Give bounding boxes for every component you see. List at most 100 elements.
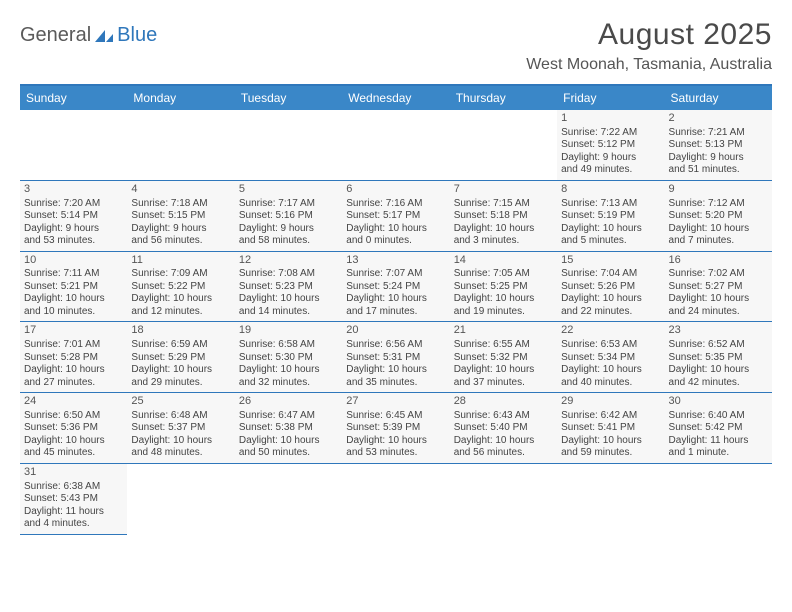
day-cell: 23Sunrise: 6:52 AMSunset: 5:35 PMDayligh… xyxy=(665,322,772,392)
day-detail: and 14 minutes. xyxy=(239,306,338,319)
day-detail: and 37 minutes. xyxy=(454,377,553,390)
day-detail: Sunrise: 7:08 AM xyxy=(239,268,338,281)
day-detail: and 58 minutes. xyxy=(239,235,338,248)
day-cell: 9Sunrise: 7:12 AMSunset: 5:20 PMDaylight… xyxy=(665,181,772,251)
day-number: 11 xyxy=(131,254,230,268)
day-detail: Sunrise: 6:55 AM xyxy=(454,339,553,352)
day-detail: Daylight: 10 hours xyxy=(239,293,338,306)
day-number: 8 xyxy=(561,183,660,197)
day-cell: 3Sunrise: 7:20 AMSunset: 5:14 PMDaylight… xyxy=(20,181,127,251)
day-cell: 16Sunrise: 7:02 AMSunset: 5:27 PMDayligh… xyxy=(665,252,772,322)
day-detail: Sunrise: 6:48 AM xyxy=(131,410,230,423)
day-detail: Sunrise: 6:58 AM xyxy=(239,339,338,352)
day-detail: Sunset: 5:34 PM xyxy=(561,352,660,365)
day-cell: 7Sunrise: 7:15 AMSunset: 5:18 PMDaylight… xyxy=(450,181,557,251)
logo-text-blue: Blue xyxy=(117,24,157,47)
day-detail: Sunset: 5:16 PM xyxy=(239,210,338,223)
day-detail: Sunrise: 6:50 AM xyxy=(24,410,123,423)
day-number: 28 xyxy=(454,395,553,409)
day-number: 27 xyxy=(346,395,445,409)
day-detail: Sunrise: 6:56 AM xyxy=(346,339,445,352)
day-detail: Sunset: 5:36 PM xyxy=(24,422,123,435)
day-detail: Sunset: 5:32 PM xyxy=(454,352,553,365)
day-detail: Sunset: 5:37 PM xyxy=(131,422,230,435)
day-cell: 13Sunrise: 7:07 AMSunset: 5:24 PMDayligh… xyxy=(342,252,449,322)
day-number: 1 xyxy=(561,112,660,126)
empty-cell xyxy=(235,110,342,180)
empty-cell xyxy=(342,110,449,180)
day-header: Saturday xyxy=(665,86,772,110)
day-detail: Sunrise: 7:07 AM xyxy=(346,268,445,281)
empty-cell xyxy=(450,110,557,180)
calendar: SundayMondayTuesdayWednesdayThursdayFrid… xyxy=(20,84,772,535)
day-detail: and 10 minutes. xyxy=(24,306,123,319)
day-header: Sunday xyxy=(20,86,127,110)
day-detail: Daylight: 10 hours xyxy=(346,293,445,306)
day-detail: and 1 minute. xyxy=(669,447,768,460)
day-detail: Sunrise: 7:20 AM xyxy=(24,198,123,211)
day-header-row: SundayMondayTuesdayWednesdayThursdayFrid… xyxy=(20,86,772,110)
day-number: 16 xyxy=(669,254,768,268)
day-detail: Sunrise: 6:42 AM xyxy=(561,410,660,423)
day-detail: Sunrise: 6:52 AM xyxy=(669,339,768,352)
day-number: 9 xyxy=(669,183,768,197)
day-detail: and 40 minutes. xyxy=(561,377,660,390)
day-header: Tuesday xyxy=(235,86,342,110)
page-header: General Blue August 2025 West Moonah, Ta… xyxy=(20,18,772,74)
day-detail: Sunset: 5:21 PM xyxy=(24,281,123,294)
day-detail: Daylight: 10 hours xyxy=(454,293,553,306)
day-detail: Daylight: 10 hours xyxy=(239,435,338,448)
day-detail: and 24 minutes. xyxy=(669,306,768,319)
day-detail: and 49 minutes. xyxy=(561,164,660,177)
day-detail: Sunrise: 7:04 AM xyxy=(561,268,660,281)
day-detail: Sunrise: 7:18 AM xyxy=(131,198,230,211)
day-cell: 10Sunrise: 7:11 AMSunset: 5:21 PMDayligh… xyxy=(20,252,127,322)
week-row: 17Sunrise: 7:01 AMSunset: 5:28 PMDayligh… xyxy=(20,322,772,393)
location: West Moonah, Tasmania, Australia xyxy=(526,56,772,74)
week-row: 31Sunrise: 6:38 AMSunset: 5:43 PMDayligh… xyxy=(20,464,772,535)
day-cell: 4Sunrise: 7:18 AMSunset: 5:15 PMDaylight… xyxy=(127,181,234,251)
sail-icon xyxy=(93,28,115,44)
day-detail: Sunrise: 7:02 AM xyxy=(669,268,768,281)
day-detail: Daylight: 10 hours xyxy=(454,223,553,236)
day-cell: 2Sunrise: 7:21 AMSunset: 5:13 PMDaylight… xyxy=(665,110,772,180)
day-cell: 8Sunrise: 7:13 AMSunset: 5:19 PMDaylight… xyxy=(557,181,664,251)
day-cell: 14Sunrise: 7:05 AMSunset: 5:25 PMDayligh… xyxy=(450,252,557,322)
day-detail: Sunset: 5:17 PM xyxy=(346,210,445,223)
day-cell: 12Sunrise: 7:08 AMSunset: 5:23 PMDayligh… xyxy=(235,252,342,322)
day-number: 31 xyxy=(24,466,123,480)
day-detail: and 50 minutes. xyxy=(239,447,338,460)
day-cell: 21Sunrise: 6:55 AMSunset: 5:32 PMDayligh… xyxy=(450,322,557,392)
day-detail: Daylight: 9 hours xyxy=(239,223,338,236)
day-detail: Sunset: 5:27 PM xyxy=(669,281,768,294)
day-detail: Sunset: 5:25 PM xyxy=(454,281,553,294)
empty-cell xyxy=(450,464,557,535)
day-detail: Daylight: 10 hours xyxy=(131,364,230,377)
day-detail: Sunrise: 7:05 AM xyxy=(454,268,553,281)
day-detail: and 56 minutes. xyxy=(454,447,553,460)
day-number: 21 xyxy=(454,324,553,338)
day-detail: and 5 minutes. xyxy=(561,235,660,248)
day-detail: Sunrise: 7:13 AM xyxy=(561,198,660,211)
title-block: August 2025 West Moonah, Tasmania, Austr… xyxy=(526,18,772,74)
day-cell: 30Sunrise: 6:40 AMSunset: 5:42 PMDayligh… xyxy=(665,393,772,463)
day-detail: Sunrise: 6:45 AM xyxy=(346,410,445,423)
day-number: 13 xyxy=(346,254,445,268)
day-detail: Daylight: 10 hours xyxy=(346,435,445,448)
day-detail: Daylight: 10 hours xyxy=(24,364,123,377)
day-number: 5 xyxy=(239,183,338,197)
day-detail: and 53 minutes. xyxy=(346,447,445,460)
day-detail: Sunset: 5:24 PM xyxy=(346,281,445,294)
day-detail: Sunset: 5:39 PM xyxy=(346,422,445,435)
day-detail: Daylight: 10 hours xyxy=(561,364,660,377)
day-detail: Sunset: 5:15 PM xyxy=(131,210,230,223)
day-detail: and 27 minutes. xyxy=(24,377,123,390)
day-header: Friday xyxy=(557,86,664,110)
day-detail: Sunset: 5:35 PM xyxy=(669,352,768,365)
day-cell: 24Sunrise: 6:50 AMSunset: 5:36 PMDayligh… xyxy=(20,393,127,463)
day-cell: 31Sunrise: 6:38 AMSunset: 5:43 PMDayligh… xyxy=(20,464,127,535)
day-cell: 29Sunrise: 6:42 AMSunset: 5:41 PMDayligh… xyxy=(557,393,664,463)
day-number: 6 xyxy=(346,183,445,197)
day-detail: Sunset: 5:38 PM xyxy=(239,422,338,435)
day-number: 14 xyxy=(454,254,553,268)
